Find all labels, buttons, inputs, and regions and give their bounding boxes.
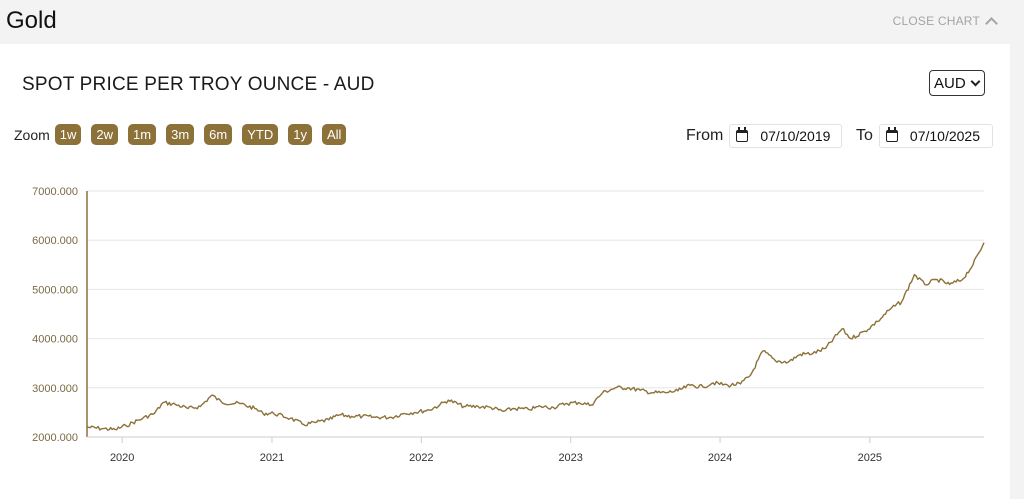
x-tick-label: 2020 <box>110 452 134 464</box>
zoom-6m-button[interactable]: 6m <box>204 124 233 145</box>
x-tick-label: 2023 <box>558 452 582 464</box>
to-range: To 07/10/2025 <box>856 124 993 148</box>
chart-subtitle: SPOT PRICE PER TROY OUNCE - AUD <box>22 74 375 95</box>
calendar-icon <box>736 127 749 142</box>
currency-select[interactable]: AUD <box>929 70 985 96</box>
zoom-1m-button[interactable]: 1m <box>128 124 157 145</box>
zoom-2w-button[interactable]: 2w <box>91 124 119 145</box>
close-chart-button[interactable]: CLOSE CHART <box>892 14 998 30</box>
close-chart-label: CLOSE CHART <box>892 14 980 28</box>
x-tick-label: 2025 <box>858 452 882 464</box>
price-chart: 2000.000 3000.000 4000.000 5000.000 6000.000… <box>32 186 985 464</box>
y-tick-label: 4000.000 <box>32 334 78 346</box>
from-date-input[interactable]: 07/10/2019 <box>729 124 843 148</box>
zoom-1w-button[interactable]: 1w <box>54 124 82 145</box>
to-date-value: 07/10/2025 <box>909 128 980 144</box>
zoom-1y-button[interactable]: 1y <box>288 124 312 145</box>
to-label: To <box>856 127 873 144</box>
y-tick-label: 6000.000 <box>32 235 78 247</box>
x-tick-label: 2022 <box>409 452 433 464</box>
chart-header: Gold CLOSE CHART <box>0 0 1010 44</box>
y-tick-label: 2000.000 <box>32 432 78 444</box>
x-tick-label: 2024 <box>708 452 732 464</box>
from-range: From 07/10/2019 <box>686 124 843 148</box>
zoom-all-button[interactable]: All <box>321 124 347 145</box>
chevron-up-icon <box>985 16 998 30</box>
zoom-label: Zoom <box>14 126 50 143</box>
zoom-controls: Zoom 1w 2w 1m 3m 6m YTD 1y All <box>14 124 356 145</box>
currency-select-value: AUD <box>934 74 966 92</box>
y-tick-label: 7000.000 <box>32 186 78 198</box>
chart-panel: SPOT PRICE PER TROY OUNCE - AUD AUD Zoom… <box>0 44 1010 499</box>
y-tick-label: 3000.000 <box>32 383 78 395</box>
to-date-input[interactable]: 07/10/2025 <box>878 124 993 148</box>
series-line <box>86 242 985 431</box>
calendar-icon <box>885 127 898 142</box>
y-tick-label: 5000.000 <box>32 284 78 296</box>
chevron-down-icon <box>970 76 981 87</box>
zoom-ytd-button[interactable]: YTD <box>242 124 279 145</box>
from-date-value: 07/10/2019 <box>760 128 831 144</box>
x-tick-label: 2021 <box>260 452 284 464</box>
from-label: From <box>686 127 724 144</box>
zoom-3m-button[interactable]: 3m <box>166 124 195 145</box>
page-title: Gold <box>6 7 57 34</box>
